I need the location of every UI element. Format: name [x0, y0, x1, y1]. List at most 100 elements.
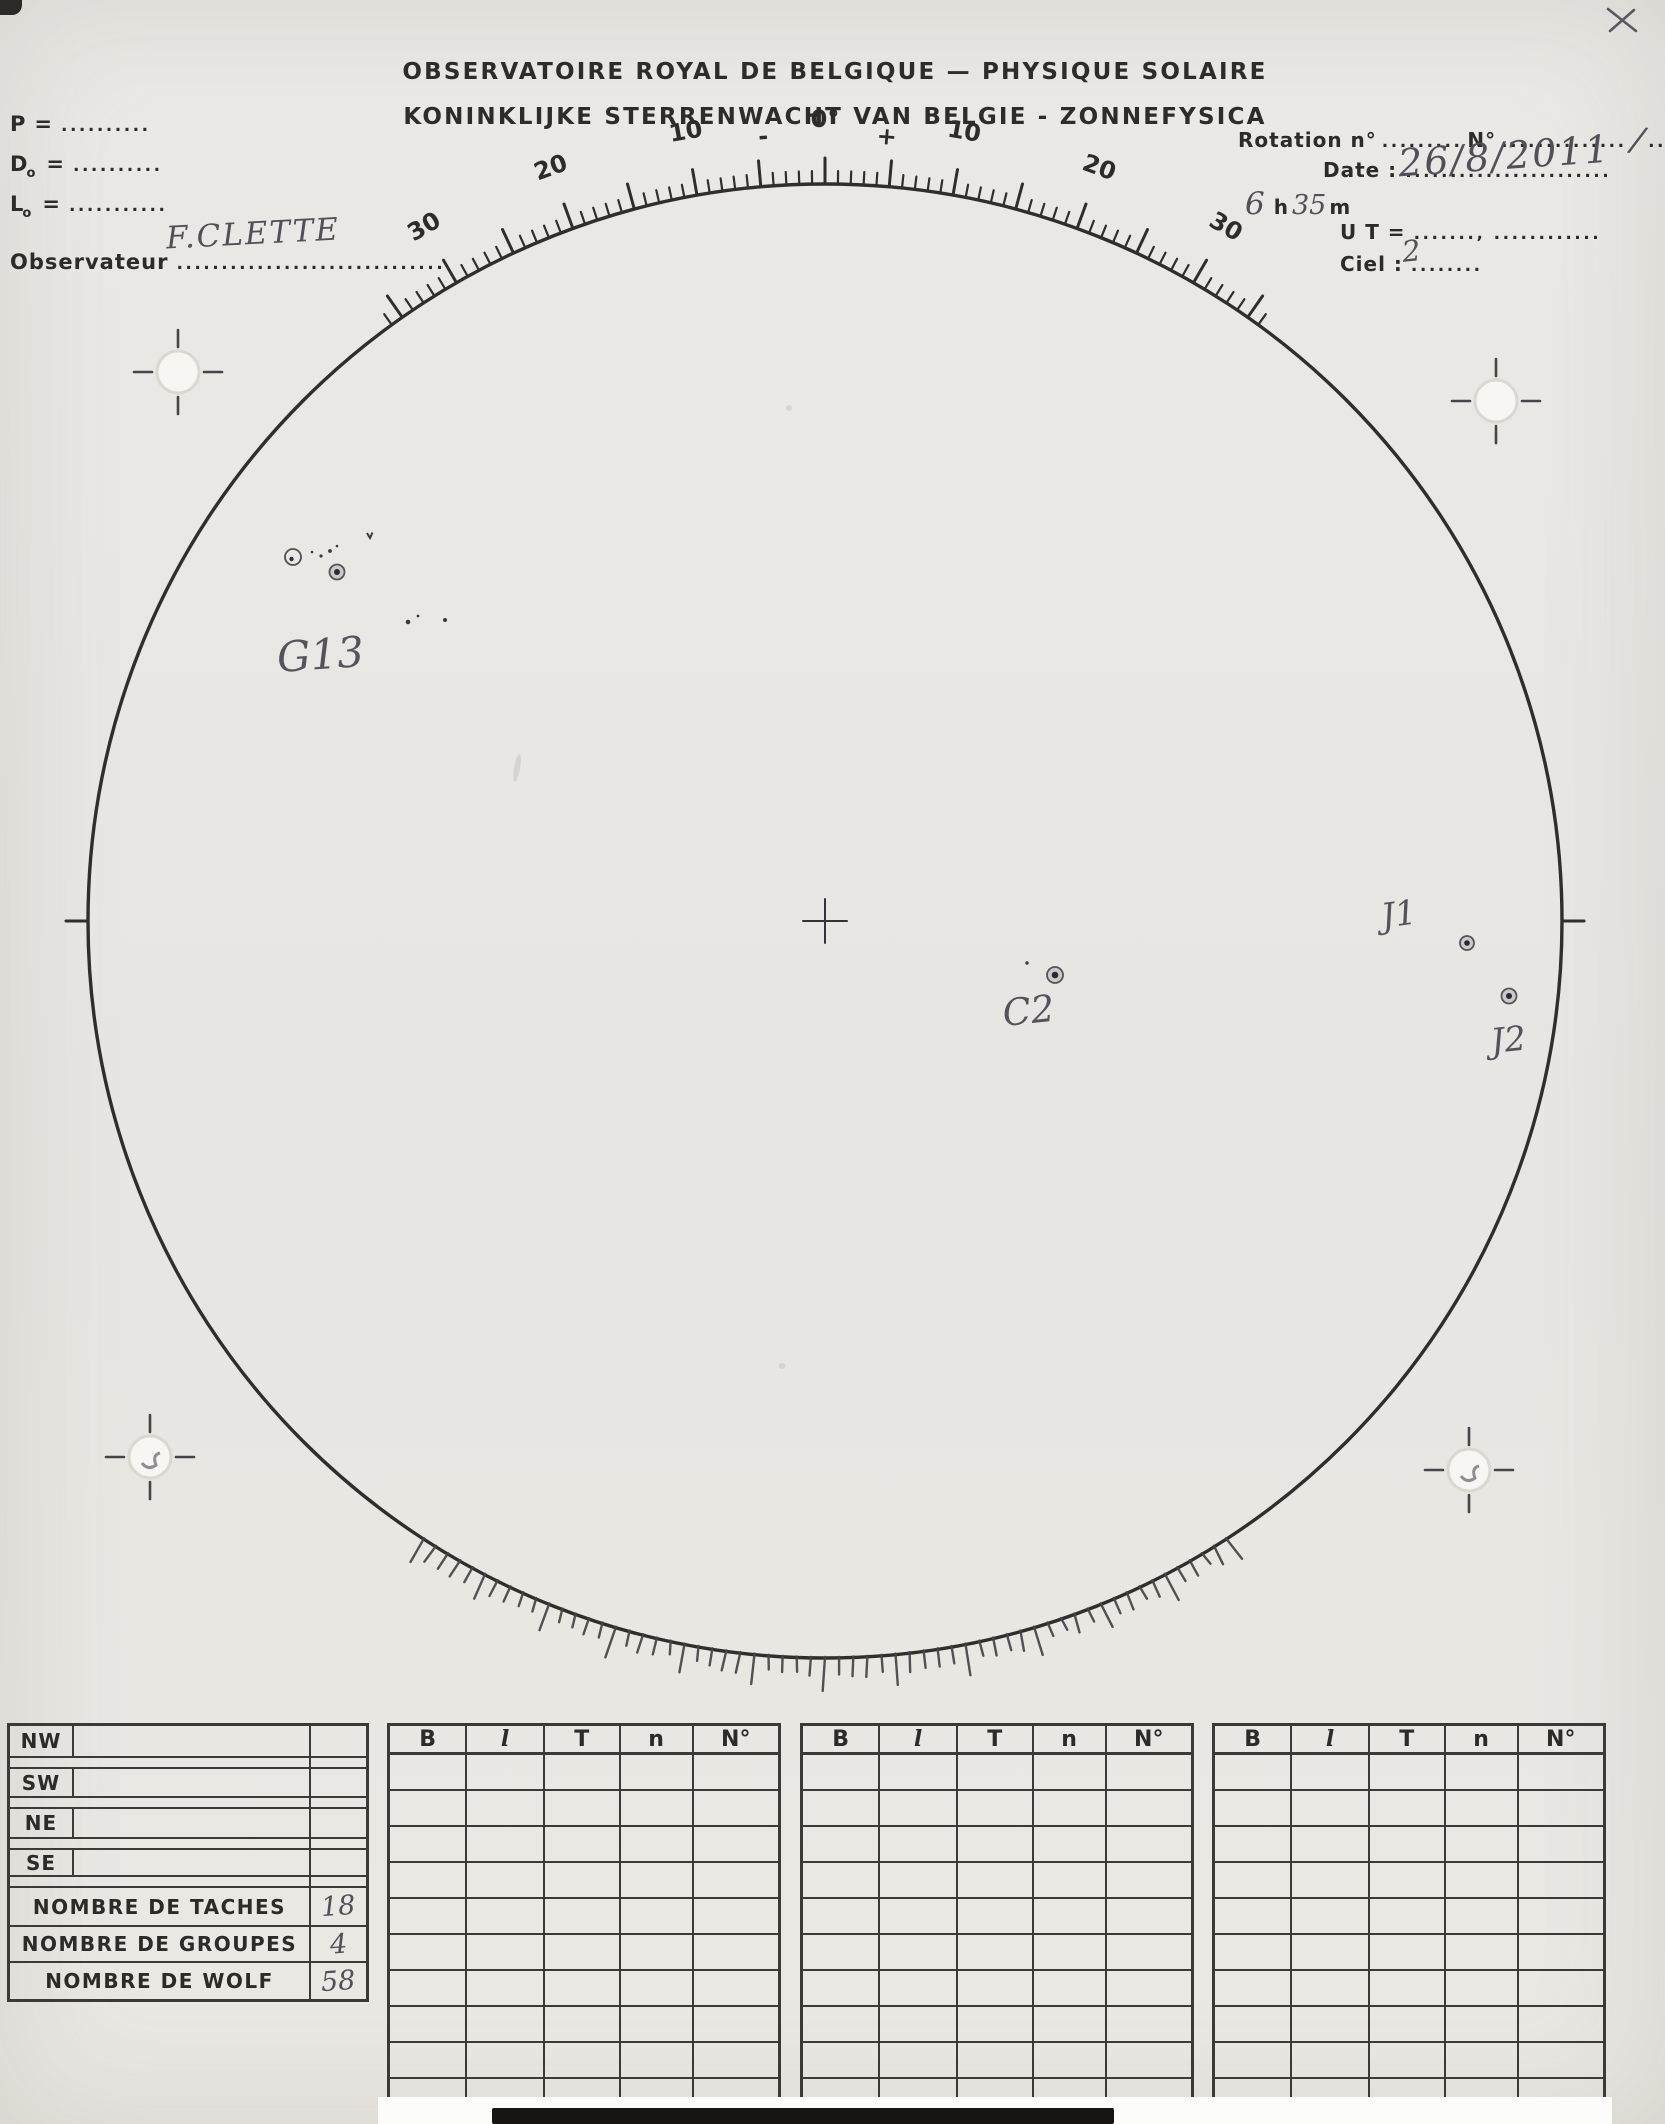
empty-cell	[390, 1971, 468, 2005]
empty-cell	[958, 1863, 1034, 1897]
tick-mark	[691, 168, 699, 197]
field-ut: U T = .......‚ ............	[1340, 220, 1601, 244]
tick-mark	[978, 1639, 985, 1657]
tick-mark	[1086, 1607, 1096, 1623]
column-header: l	[1292, 1726, 1370, 1752]
empty-cell	[1292, 1899, 1370, 1933]
ut-label: U T =	[1340, 220, 1406, 244]
header-line-french: OBSERVATOIRE ROYAL DE BELGIQUE — PHYSIQU…	[402, 59, 1268, 85]
quadrant-extra-cell	[311, 1769, 366, 1796]
tick-mark	[887, 159, 893, 189]
tick-mark	[495, 245, 503, 260]
tick-mark	[1019, 1629, 1026, 1653]
empty-cell	[1292, 1827, 1370, 1861]
field-rotation: Rotation n° ......... N° .............. …	[1238, 116, 1665, 160]
summary-row: NOMBRE DE WOLF 58	[10, 1963, 366, 1999]
empty-cell	[880, 1863, 958, 1897]
tick-mark	[531, 1596, 538, 1613]
tick-mark	[936, 1647, 941, 1668]
empty-cell	[545, 1899, 621, 1933]
rotation-label: Rotation n°	[1238, 128, 1377, 152]
empty-cell	[958, 1935, 1034, 1969]
tick-mark	[1063, 210, 1071, 226]
empty-cell	[1034, 1827, 1107, 1861]
empty-cell	[621, 1791, 694, 1825]
tick-mark	[964, 1642, 972, 1677]
empty-cell	[1215, 1827, 1293, 1861]
degree-scale-label: 30	[1205, 206, 1248, 247]
ut-dotted-line: .......‚ ............	[1413, 224, 1602, 244]
empty-cell	[621, 2043, 694, 2077]
tick-mark	[1235, 298, 1246, 312]
l0-label: Lo	[10, 192, 33, 221]
tick-mark	[668, 1639, 672, 1656]
quadrant-label: NW	[10, 1726, 74, 1756]
empty-cell	[880, 1935, 958, 1969]
empty-cell	[621, 2079, 694, 2101]
sunspot-dot	[405, 619, 411, 625]
degree-scale-label: 10	[945, 115, 983, 148]
empty-cell	[1292, 1863, 1370, 1897]
sunspot-umbra	[289, 556, 294, 562]
summary-value-handwritten: 18	[320, 1889, 357, 1924]
degree-scale-label: 10	[667, 115, 705, 148]
empty-cell	[467, 1791, 545, 1825]
punch-hole	[1473, 378, 1519, 424]
punch-hole	[1446, 1447, 1492, 1493]
tick-mark	[473, 1572, 487, 1600]
tick-mark	[880, 1653, 884, 1674]
empty-cell	[467, 1827, 545, 1861]
time-minute-handwritten: 35	[1291, 190, 1327, 221]
empty-cell	[621, 1971, 694, 2005]
empty-cell	[1446, 1827, 1519, 1861]
empty-cell	[880, 2043, 958, 2077]
sunspot-dot	[335, 544, 339, 548]
group-label-handwritten: J1	[1373, 892, 1419, 937]
empty-cell	[958, 1899, 1034, 1933]
column-header: T	[545, 1726, 621, 1752]
empty-cell	[880, 1971, 958, 2005]
empty-cell	[390, 1863, 468, 1897]
empty-cell	[1215, 1971, 1293, 2005]
empty-cell	[958, 2007, 1034, 2041]
empty-cell	[390, 1935, 468, 1969]
empty-cell	[1034, 1899, 1107, 1933]
empty-cell	[803, 1971, 881, 2005]
empty-cell	[694, 2043, 778, 2077]
empty-cell	[545, 1935, 621, 1969]
summary-value-cell: 58	[311, 1963, 366, 1999]
tick-mark	[720, 1649, 728, 1672]
paper-smudge	[786, 405, 792, 411]
tick-mark	[719, 177, 724, 193]
tick-mark	[849, 170, 853, 186]
empty-cell	[390, 2007, 468, 2041]
column-header: B	[1215, 1726, 1293, 1752]
field-p: P = ..........	[10, 112, 151, 136]
sunspot-dot	[1025, 961, 1029, 965]
summary-table: NW SW	[7, 1723, 369, 2002]
tick-mark	[695, 1644, 700, 1663]
empty-cell	[1292, 1935, 1370, 1969]
empty-table-row	[390, 1899, 778, 1935]
p-dotted-line: ..........	[61, 116, 151, 136]
tick-mark	[404, 298, 414, 312]
column-header: B	[390, 1726, 468, 1752]
tick-mark	[1032, 1625, 1044, 1657]
group-label-handwritten: C2	[1000, 987, 1056, 1035]
empty-cell	[1292, 2079, 1370, 2101]
thin-divider-row	[10, 1758, 366, 1769]
tick-mark	[488, 1578, 499, 1598]
observer-label: Observateur	[10, 250, 169, 274]
field-date: Date : .......................	[1323, 158, 1611, 182]
empty-cell	[958, 1827, 1034, 1861]
empty-cell	[1292, 1755, 1370, 1789]
empty-cell	[1034, 1971, 1107, 2005]
thin-divider-row	[10, 1798, 366, 1809]
empty-table-row	[803, 1899, 1191, 1935]
quadrant-row: SE	[10, 1850, 366, 1877]
empty-table-row	[390, 2007, 778, 2043]
tick-mark	[655, 189, 661, 204]
empty-table-row	[1215, 1755, 1603, 1791]
sunspot-umbra	[1051, 971, 1059, 979]
